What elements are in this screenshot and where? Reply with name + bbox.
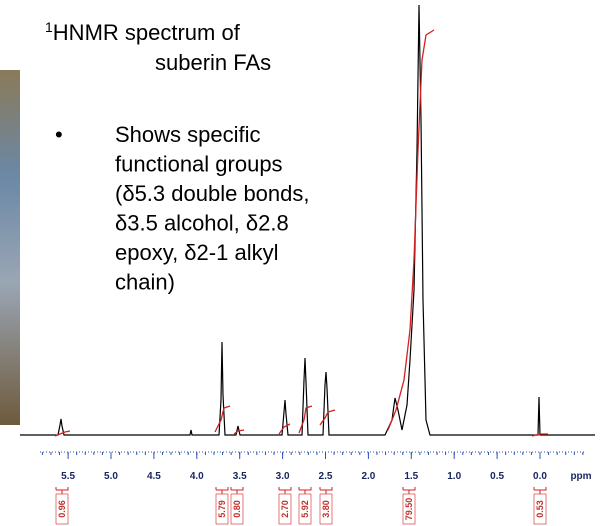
bullet-text: epoxy, δ2-1 alkyl (115, 240, 278, 265)
bullet-symbol: • (55, 122, 63, 147)
x-tick-label: 4.0 (190, 471, 204, 482)
photo-strip (0, 70, 20, 425)
bullet-text: functional groups (115, 152, 283, 177)
x-tick-label: 5.0 (104, 471, 118, 482)
integral-label: 0.53 (535, 500, 545, 518)
x-tick-label: 3.0 (276, 471, 290, 482)
integral-box (215, 493, 229, 525)
title-superscript: 1 (45, 19, 53, 35)
integral-label: 0.80 (232, 500, 242, 518)
bullet-text: δ3.5 alcohol, δ2.8 (115, 211, 289, 236)
integral-box (319, 493, 333, 525)
integral-bracket (215, 487, 229, 494)
slide-title: 1HNMR spectrum of (45, 19, 241, 45)
x-tick-label: 1.0 (447, 471, 461, 482)
integral-box (298, 493, 312, 525)
integral-bracket (298, 487, 312, 494)
integral-box (278, 493, 292, 525)
integral-label: 79.50 (404, 498, 414, 521)
x-tick-label: 4.5 (147, 471, 161, 482)
x-tick-label: 5.5 (61, 471, 75, 482)
spectrum-trace (20, 4, 595, 436)
integral-label: 0.96 (57, 500, 67, 518)
integral-box (55, 493, 69, 525)
title-line: HNMR spectrum of (53, 20, 241, 45)
integral-box (402, 493, 416, 525)
bullet-text: chain) (115, 270, 175, 295)
integral-bracket (278, 487, 292, 494)
integral-bracket (402, 487, 416, 494)
integral-label: 3.80 (321, 500, 331, 518)
bullet-text: Shows specific (115, 122, 261, 147)
x-tick-label: 2.0 (361, 471, 375, 482)
integral-bracket (230, 487, 244, 494)
x-tick-label: 0.5 (490, 471, 504, 482)
integral-box (533, 493, 547, 525)
x-axis-label: ppm (570, 471, 591, 482)
integral-label: 2.70 (280, 500, 290, 518)
integral-box (230, 493, 244, 525)
integral-label: 5.92 (300, 500, 310, 518)
x-tick-label: 2.5 (319, 471, 333, 482)
integral-label: 5.79 (217, 500, 227, 518)
integral-bracket (319, 487, 333, 494)
slide-title-line: suberin FAs (155, 50, 271, 75)
bullet-text: (δ5.3 double bonds, (115, 181, 310, 206)
x-tick-label: 3.5 (233, 471, 247, 482)
x-tick-label: 0.0 (533, 471, 547, 482)
integral-curves (54, 29, 548, 437)
integral-bracket (533, 487, 547, 494)
integral-bracket (55, 487, 69, 494)
x-tick-label: 1.5 (404, 471, 418, 482)
